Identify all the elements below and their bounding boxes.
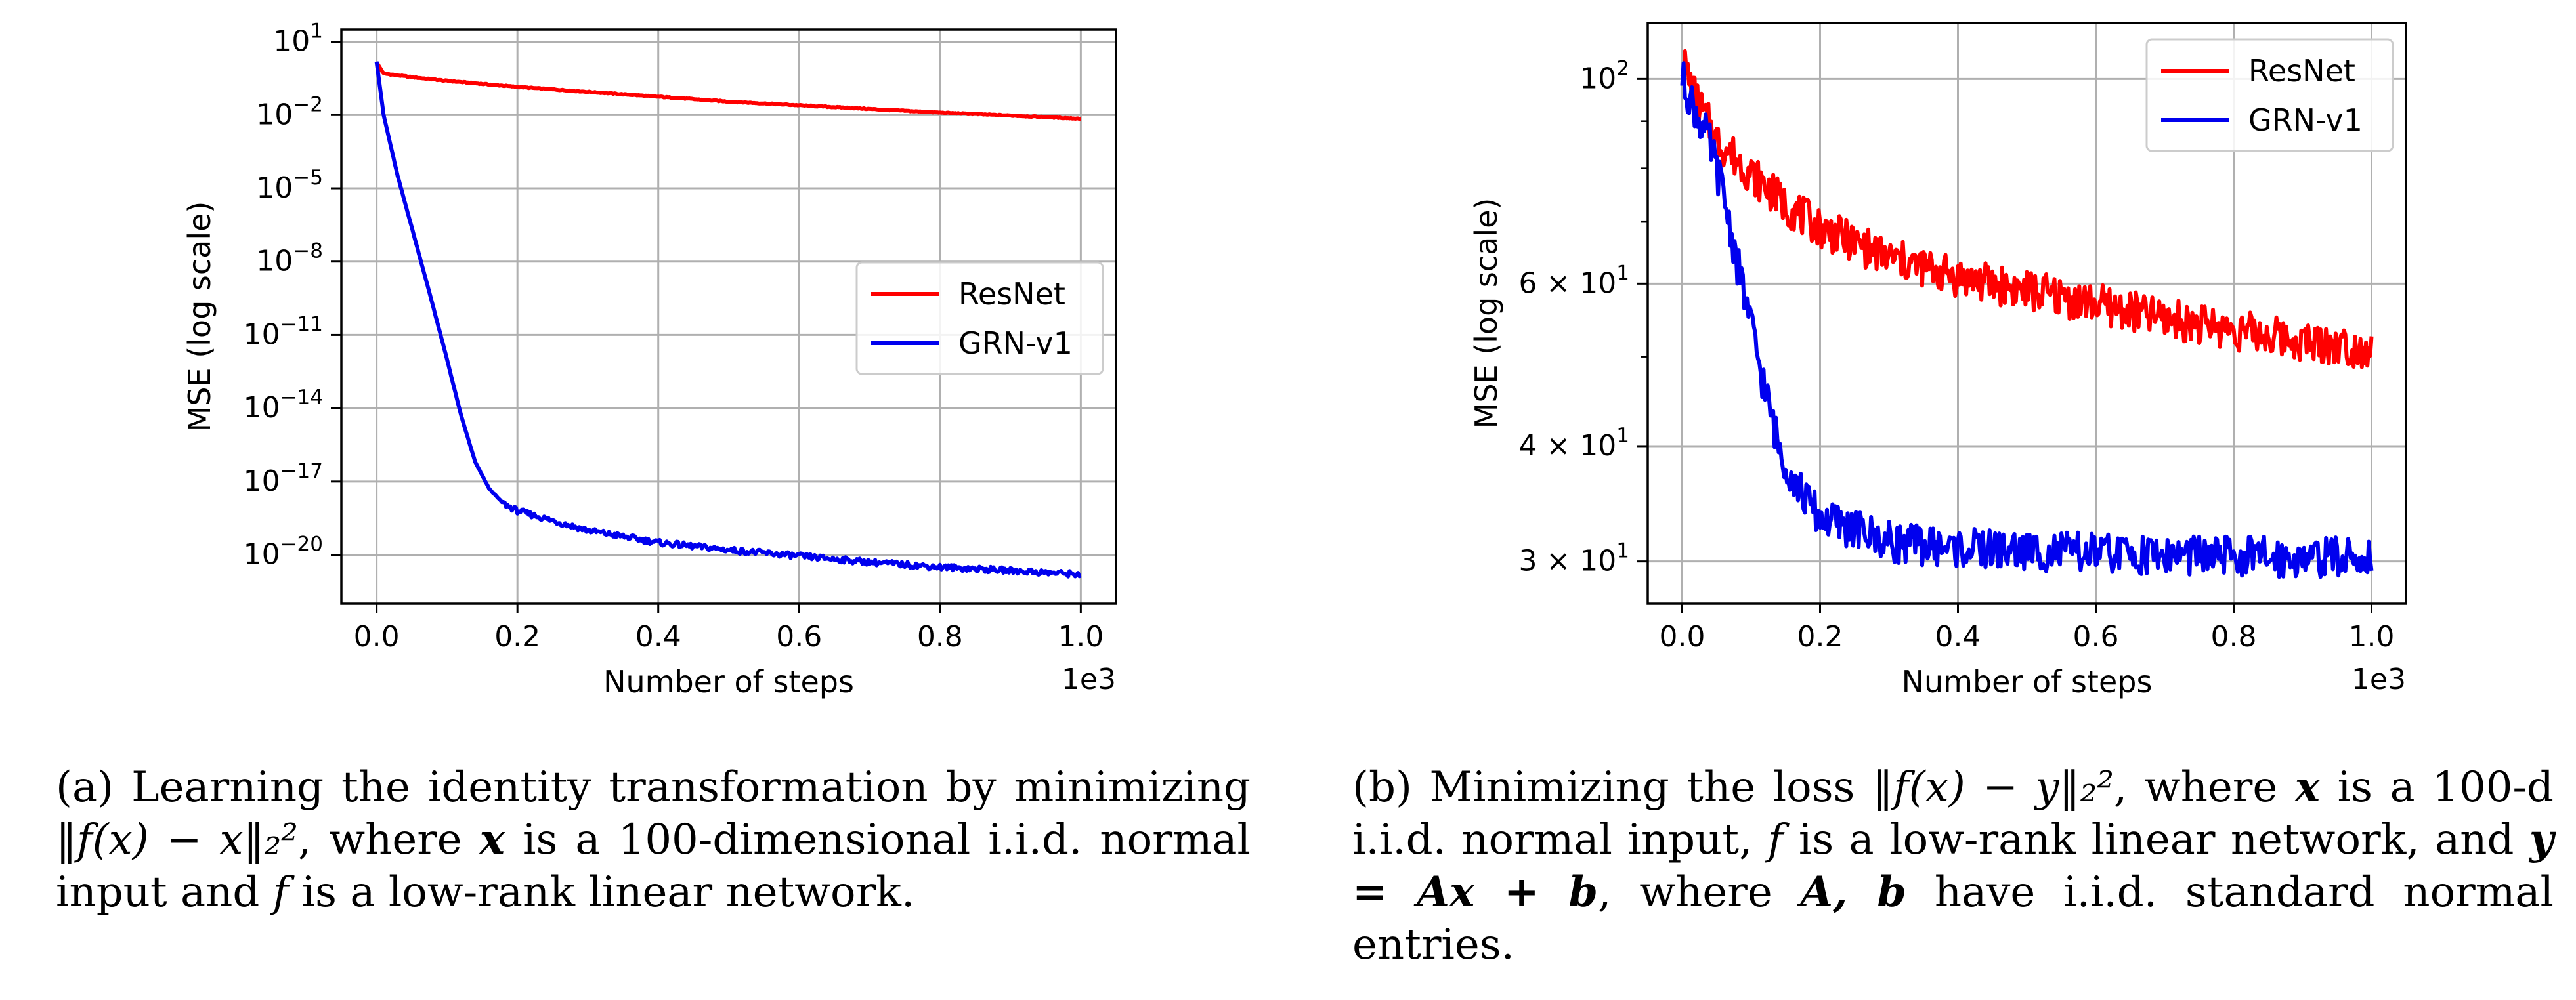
caption-b-text2: , where [2114,763,2278,812]
x-tick-label: 0.2 [494,620,540,654]
caption-a-text1: Learning the identity transformation by … [131,763,1251,812]
axes-frame [340,28,1117,605]
caption-a-text2: , where [297,816,462,864]
caption-b: (b) Minimizing the loss ‖f(x) − y‖₂², wh… [1352,761,2554,971]
caption-b-math1: ‖f(x) − y‖₂² [1872,763,2114,812]
y-tick-label: 6 × 101 [1518,261,1629,300]
axes-frame [1646,22,2407,605]
x-tick-label: 0.6 [2073,620,2119,654]
series-line-resnet [1680,49,2374,369]
y-tick-label: 10−8 [256,240,323,278]
x-tick-label: 0.2 [1797,620,1843,654]
x-offset-label: 1e3 [1062,663,1116,696]
x-tick-label: 0.8 [917,620,963,654]
series-line-grn-v1 [374,61,1082,579]
caption-a-text4: is a low-rank linear network. [301,868,915,917]
series-line-grn-v1 [1680,61,2374,579]
caption-a: (a) Learning the identity transformation… [56,761,1251,919]
x-offset-label: 1e3 [2351,663,2406,696]
caption-b-text3: is a 100-d i.i.d. normal input, [1352,763,2554,864]
caption-b-var-x: x [2294,762,2321,812]
caption-b-var-f: f [1767,816,1784,864]
x-tick-label: 0.6 [776,620,822,654]
y-tick-label: 4 × 101 [1518,424,1629,463]
y-tick-label: 10−17 [244,459,323,498]
x-tick-label: 0.8 [2211,620,2257,654]
caption-b-text5: , where [1598,868,1772,917]
y-tick-label: 10−14 [244,386,323,425]
y-tick-label: 102 [1579,56,1629,95]
caption-b-math3: A, b [1800,867,1906,917]
y-tick-label: 10−20 [244,533,323,572]
y-tick-label: 101 [273,20,323,58]
legend-box [2145,38,2394,152]
caption-a-var-f: f [272,868,289,917]
x-tick-label: 1.0 [1058,620,1104,654]
x-tick-label: 0.4 [1935,620,1981,654]
y-axis-label: MSE (log scale) [182,201,217,432]
caption-a-math1: ‖f(x) − x‖₂² [56,816,298,864]
legend-label-grn-v1: GRN-v1 [958,325,1073,361]
y-tick-label: 10−2 [256,93,323,131]
y-axis-label: MSE (log scale) [1469,198,1504,429]
x-tick-label: 0.4 [635,620,681,654]
caption-b-text1: Minimizing the loss [1429,763,1855,812]
legend-box [855,261,1104,375]
chart-b: 0.0 0.2 0.4 0.6 0.8 1.0 1e3 Number of steps 102 6… [1469,22,2407,699]
x-tick-label: 1.0 [2349,620,2395,654]
x-tick-label: 0.0 [354,620,400,654]
caption-b-text6: have i.i.d. standard normal entries. [1352,868,2554,969]
y-tick-label: 3 × 101 [1518,539,1629,578]
series-line-resnet [375,61,1082,121]
caption-b-text4: is a low-rank linear network, and [1798,816,2514,864]
legend-label-resnet: ResNet [2248,53,2355,89]
caption-b-label: (b) [1352,763,1412,812]
legend-label-grn-v1: GRN-v1 [2248,102,2363,138]
caption-a-text3: is a 100-dimensional i.i.d. normal input… [56,816,1251,917]
caption-b-math2: y = Ax + b [1352,815,2554,917]
chart-a: 0.0 0.2 0.4 0.6 0.8 1.0 1e3 Number of steps 101 1… [182,20,1117,699]
caption-a-label: (a) [56,763,114,812]
x-axis-label: Number of steps [603,664,854,699]
x-tick-label: 0.0 [1660,620,1706,654]
y-tick-label: 10−11 [244,312,323,351]
y-tick-label: 10−5 [256,166,323,205]
caption-a-var-x: x [479,815,505,864]
legend-label-resnet: ResNet [958,276,1065,312]
x-axis-label: Number of steps [1902,664,2153,699]
